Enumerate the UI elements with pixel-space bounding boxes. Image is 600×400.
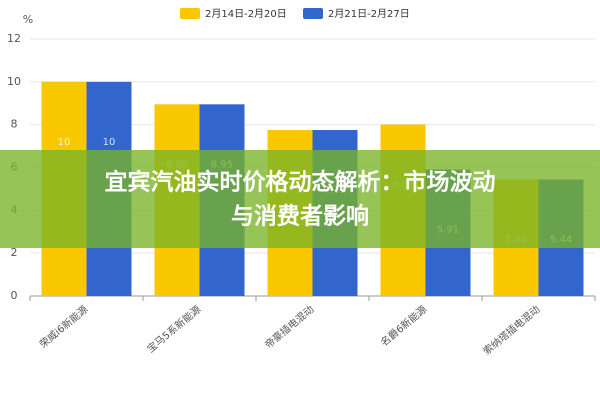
x-tick-label: 荣威i6新能源	[37, 303, 91, 351]
legend-swatch	[180, 8, 200, 19]
legend-swatch	[303, 8, 323, 19]
x-tick-label: 帝豪插电混动	[262, 303, 316, 352]
x-tick-label: 宝马5系新能源	[144, 303, 203, 356]
y-tick-label: 12	[7, 32, 21, 45]
y-tick-label: 10	[7, 75, 21, 88]
y-unit: %	[23, 13, 33, 26]
data-label: 10	[103, 137, 116, 148]
banner-text: 与消费者影响	[231, 204, 369, 230]
banner	[0, 150, 600, 248]
legend-label: 2月14日-2月20日	[205, 8, 287, 20]
banner-text: 宜宾汽油实时价格动态解析：市场波动	[105, 169, 496, 196]
y-tick-label: 2	[11, 246, 18, 259]
legend-label: 2月21日-2月27日	[328, 8, 410, 20]
data-label: 10	[58, 137, 71, 148]
x-tick-label: 名爵6新能源	[378, 303, 430, 349]
x-tick-label: 索纳塔插电混动	[480, 303, 542, 358]
y-tick-label: 8	[11, 118, 18, 131]
y-tick-label: 0	[11, 289, 18, 302]
